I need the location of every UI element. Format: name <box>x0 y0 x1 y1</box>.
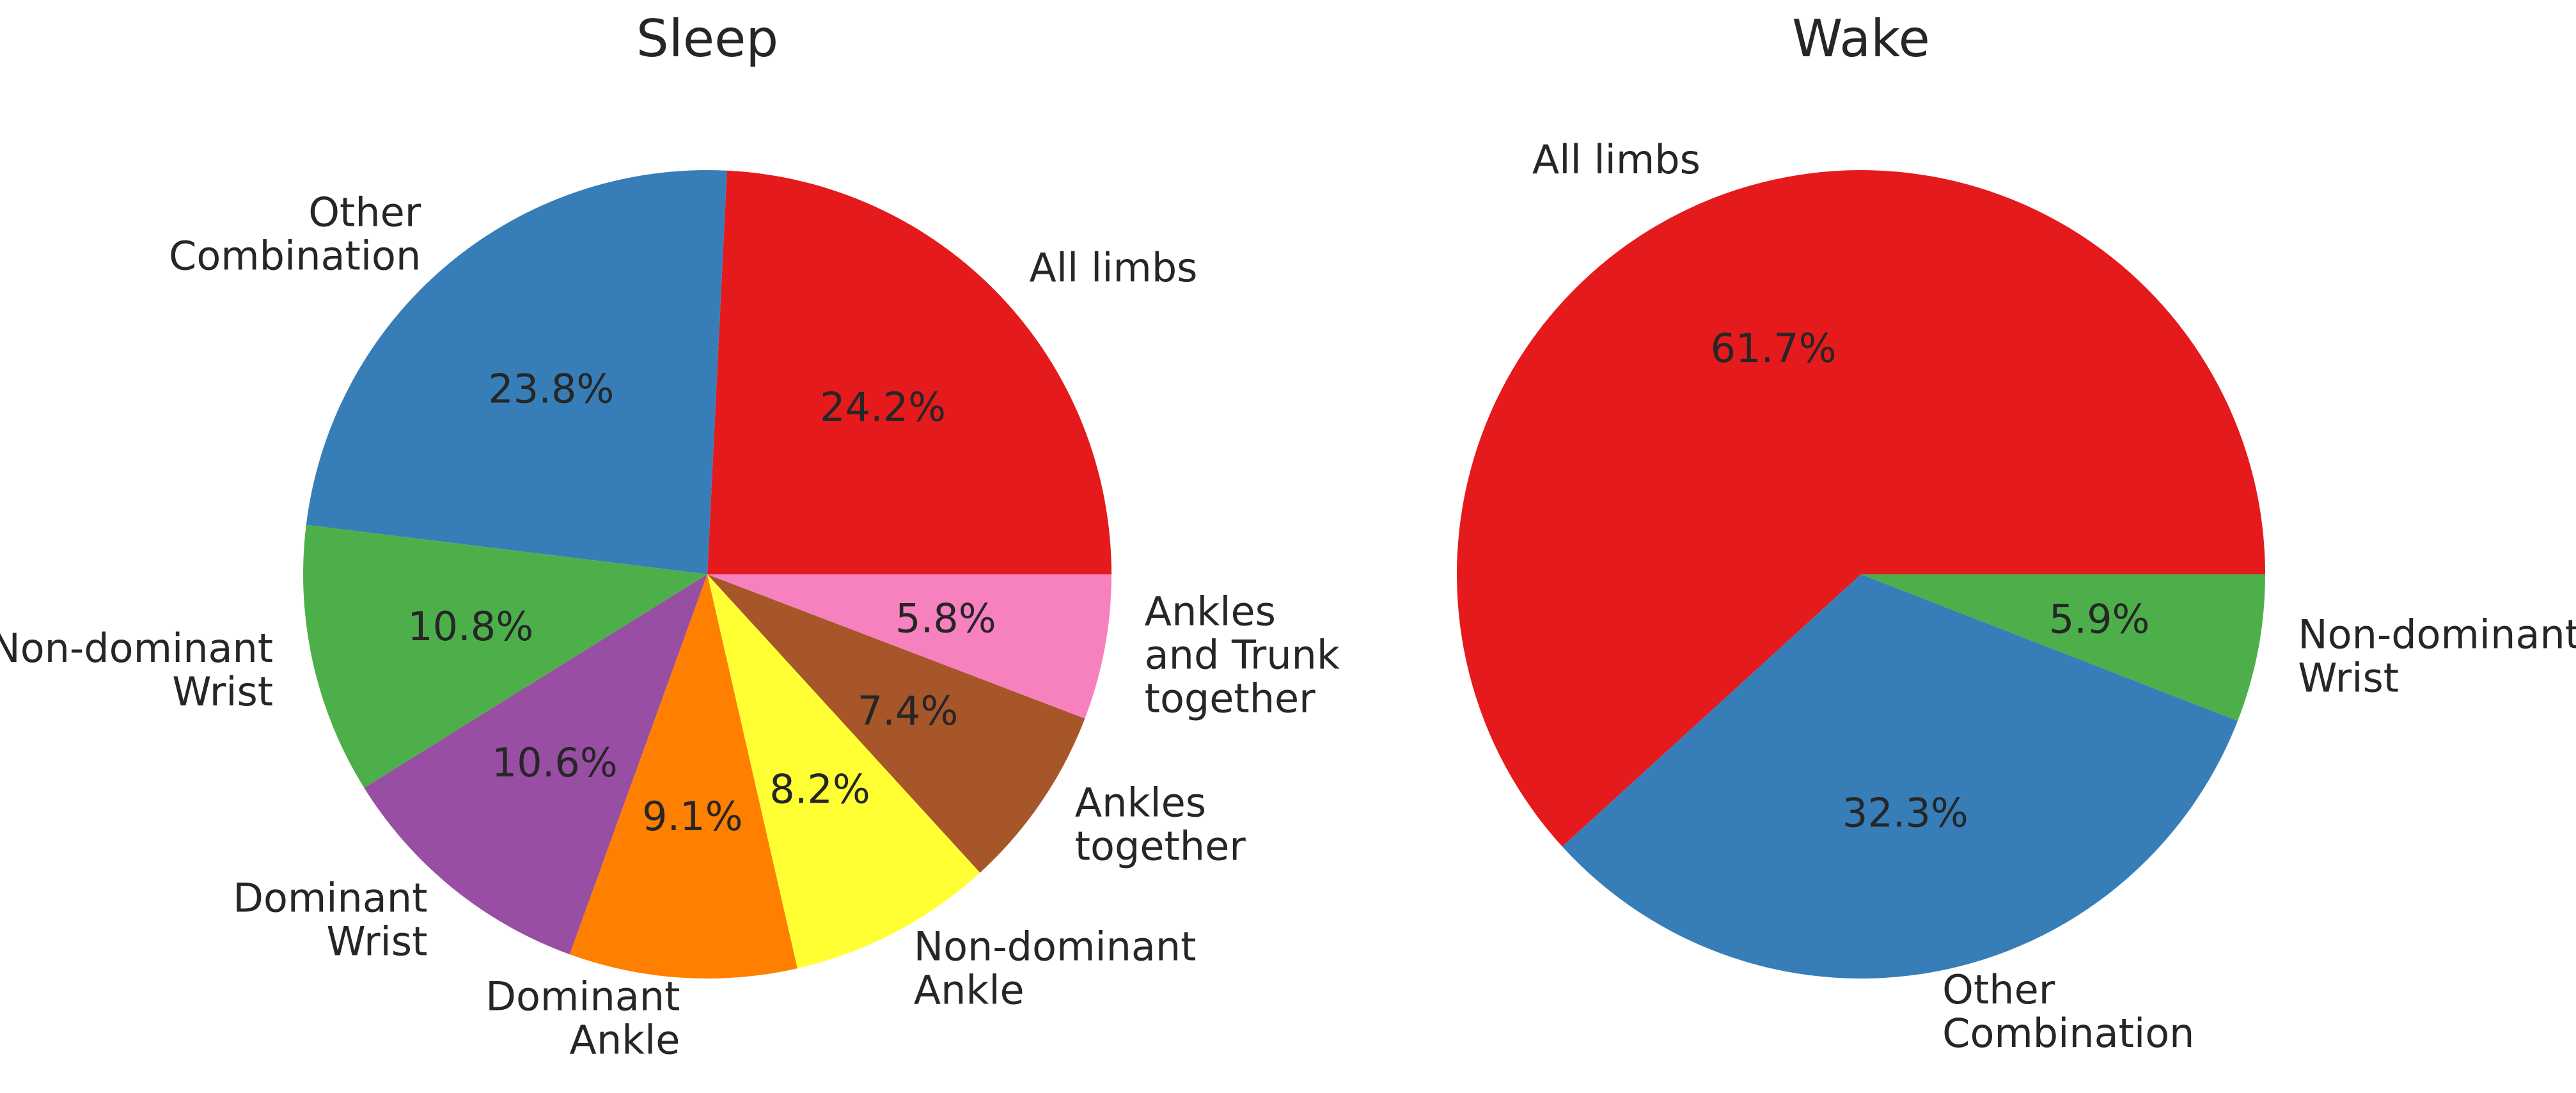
sleep-slice-label-dominant-wrist: Dominant Wrist <box>233 875 427 965</box>
sleep-slice-label-ankles-and-trunk-together: Ankles and Trunk together <box>1145 588 1340 722</box>
wake-slice-label-line: Wrist <box>2298 655 2399 702</box>
sleep-slice-dominant-ankle <box>569 574 797 979</box>
sleep-slice-label-line: Ankles <box>1145 588 1276 635</box>
wake-slice-label-line: All limbs <box>1532 136 1700 183</box>
sleep-slice-label-all-limbs: All limbs <box>1029 244 1197 291</box>
wake-slice-label-all-limbs: All limbs <box>1532 136 1700 183</box>
wake-labels: 61.7% All limbs 32.3% Other Combination 5.9% N… <box>1532 136 2576 1057</box>
sleep-pie-chart: Sleep 24.2% All limbs 23.8% Other Combinatio… <box>0 9 1340 1063</box>
sleep-slice-label-line: Non-dominant <box>914 923 1197 970</box>
wake-slice-label-line: Other <box>1942 966 2055 1013</box>
sleep-slice-label-other-combination: Other Combination <box>169 189 421 279</box>
wake-slice-label-other-combination: Other Combination <box>1942 966 2194 1057</box>
wake-slice-other-combination <box>1562 574 2238 979</box>
wake-slice-label-line: Non-dominant <box>2298 611 2576 658</box>
wake-slice-label-non-dominant-wrist: Non-dominant Wrist <box>2298 611 2576 702</box>
sleep-pct-label-ankles-together: 7.4% <box>858 688 959 734</box>
wake-pct-label-other-combination: 32.3% <box>1842 789 1968 836</box>
sleep-slice-label-line: Non-dominant <box>0 625 273 672</box>
sleep-slice-dominant-wrist <box>364 574 707 955</box>
sleep-slice-label-line: Other <box>308 189 421 236</box>
sleep-slice-label-line: Ankle <box>569 1016 680 1063</box>
sleep-slice-label-line: and Trunk <box>1145 632 1340 679</box>
sleep-slice-label-line: Ankle <box>914 966 1025 1013</box>
sleep-slice-label-dominant-ankle: Dominant Ankle <box>485 973 680 1063</box>
wake-slice-all-limbs <box>1457 170 2265 847</box>
sleep-slice-label-line: Dominant <box>485 973 680 1019</box>
sleep-slice-label-non-dominant-ankle: Non-dominant Ankle <box>914 923 1197 1013</box>
sleep-slice-all-limbs <box>707 170 1111 575</box>
sleep-pct-label-other-combination: 23.8% <box>488 365 614 412</box>
sleep-pct-label-ankles-and-trunk-together: 5.8% <box>895 595 996 641</box>
sleep-slice-ankles-and-trunk-together <box>707 574 1111 719</box>
chart-title-wake: Wake <box>1792 9 1930 68</box>
wake-slice-non-dominant-wrist <box>1861 574 2265 721</box>
sleep-slice-label-non-dominant-wrist: Non-dominant Wrist <box>0 625 273 715</box>
sleep-slice-non-dominant-ankle <box>707 574 980 969</box>
sleep-slice-label-line: together <box>1075 823 1246 870</box>
sleep-slice-label-line: Combination <box>169 233 421 279</box>
sleep-pct-label-non-dominant-wrist: 10.8% <box>407 603 533 650</box>
sleep-pct-label-dominant-ankle: 9.1% <box>642 793 743 840</box>
sleep-slice-label-line: Ankles <box>1075 780 1206 826</box>
sleep-pct-label-all-limbs: 24.2% <box>820 384 946 430</box>
sleep-pct-label-non-dominant-ankle: 8.2% <box>769 766 870 812</box>
sleep-slice-ankles-together <box>707 574 1085 873</box>
sleep-slice-label-line: Wrist <box>327 918 428 965</box>
wake-slice-label-line: Combination <box>1942 1010 2194 1057</box>
sleep-slice-label-line: together <box>1145 675 1315 722</box>
sleep-pct-label-dominant-wrist: 10.6% <box>492 739 618 786</box>
sleep-slice-label-ankles-together: Ankles together <box>1075 780 1246 870</box>
sleep-slice-non-dominant-wrist <box>303 524 708 788</box>
sleep-slice-label-line: Wrist <box>172 668 273 715</box>
wake-pct-label-all-limbs: 61.7% <box>1711 325 1837 372</box>
sleep-slices <box>303 170 1111 979</box>
chart-title-sleep: Sleep <box>636 9 778 68</box>
wake-slices <box>1457 170 2265 979</box>
sleep-slice-other-combination <box>306 170 727 574</box>
sleep-slice-label-line: Dominant <box>233 875 427 922</box>
sleep-labels: 24.2% All limbs 23.8% Other Combination 10.8%… <box>0 189 1340 1064</box>
wake-pct-label-non-dominant-wrist: 5.9% <box>2049 595 2150 642</box>
wake-pie-chart: Wake 61.7% All limbs 32.3% Other Combination… <box>1457 9 2576 1057</box>
sleep-slice-label-line: All limbs <box>1029 244 1197 291</box>
